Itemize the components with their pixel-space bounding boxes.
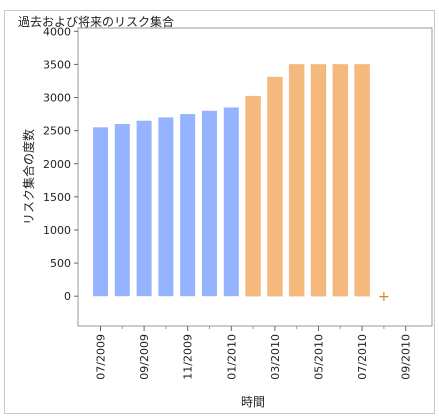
x-tick-label: 11/2009: [182, 334, 195, 380]
future-bar: [354, 64, 370, 297]
panel-title: 過去および将来のリスク集合: [15, 13, 178, 30]
past-bar: [93, 127, 108, 297]
bars: [93, 64, 370, 297]
future-marker: +: [378, 289, 390, 305]
past-bar: [114, 124, 130, 297]
x-axis-title: 時間: [241, 395, 265, 409]
y-tick-label: 3500: [43, 58, 71, 71]
future-bar: [267, 76, 283, 297]
y-tick-label: 4000: [43, 25, 71, 38]
y-tick-label: 2500: [43, 125, 71, 138]
y-tick-label: 1500: [43, 191, 71, 204]
y-tick-label: 2000: [43, 158, 71, 171]
future-bar: [310, 64, 327, 297]
x-tick-label: 09/2010: [400, 334, 413, 380]
future-bar: [245, 95, 261, 297]
past-bar: [180, 114, 196, 297]
y-tick-label: 1000: [43, 224, 71, 237]
y-axis: 0 500 1000 1500 2000 2500 3000 3500 4000: [43, 25, 78, 303]
past-bar: [158, 117, 174, 297]
past-bar: [202, 110, 217, 297]
x-tick-label: 05/2010: [313, 334, 326, 380]
x-tick-label: 07/2009: [95, 334, 108, 380]
past-bar: [223, 107, 239, 297]
future-bar: [332, 64, 349, 297]
markers: +: [378, 289, 390, 305]
x-tick-label: 03/2010: [269, 334, 282, 380]
y-axis-title: リスク集合の度数: [21, 129, 36, 225]
past-bar: [136, 120, 152, 297]
x-axis: 07/2009 09/2009 11/2009 01/2010 03/2010 05/20…: [95, 326, 413, 380]
x-tick-label: 07/2010: [356, 334, 369, 380]
future-bar: [288, 64, 305, 297]
y-tick-label: 500: [50, 257, 71, 270]
x-tick-label: 09/2009: [138, 334, 151, 380]
chart-panel: 過去および将来のリスク集合: [4, 10, 435, 414]
x-tick-label: 01/2010: [225, 334, 238, 380]
y-tick-label: 0: [64, 290, 71, 303]
y-tick-label: 3000: [43, 92, 71, 105]
